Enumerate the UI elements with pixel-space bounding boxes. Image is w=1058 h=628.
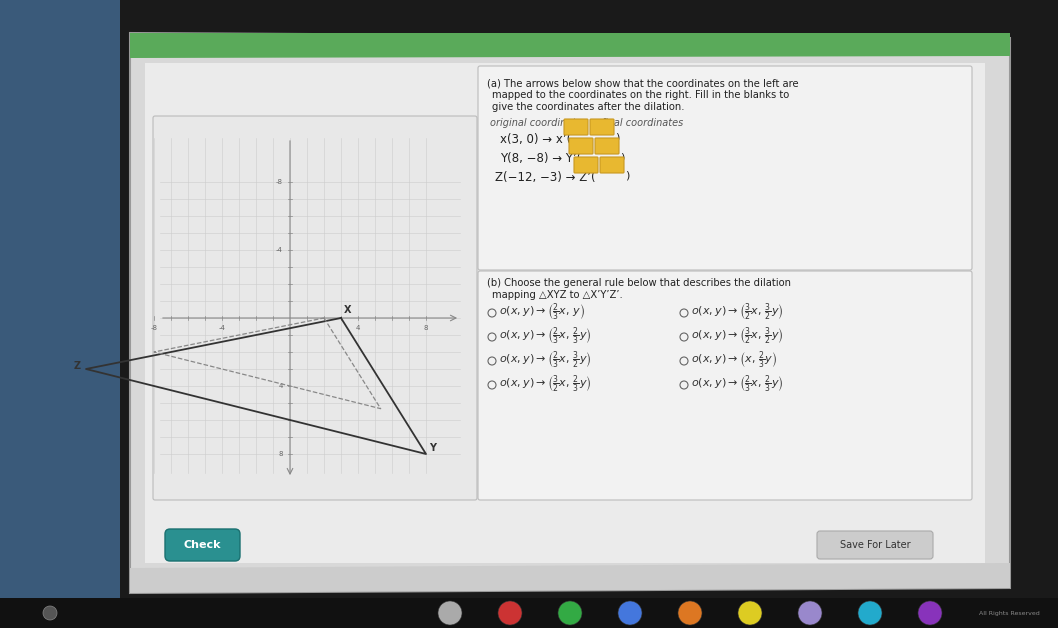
FancyBboxPatch shape <box>153 116 477 500</box>
Text: 8: 8 <box>278 451 282 457</box>
Text: ): ) <box>625 171 630 181</box>
Text: 4: 4 <box>355 325 360 331</box>
Text: 4: 4 <box>278 383 282 389</box>
Text: Check: Check <box>183 540 221 550</box>
Text: ): ) <box>615 133 619 143</box>
Circle shape <box>43 606 57 620</box>
Text: $o(x,y) \to \left(\frac{2}{3}x,\, \frac{2}{3}y\right)$: $o(x,y) \to \left(\frac{2}{3}x,\, \frac{… <box>499 325 591 347</box>
Text: Save For Later: Save For Later <box>840 540 910 550</box>
Text: $o(x,y) \to \left(\frac{2}{3}x,\, \frac{2}{3}y\right)$: $o(x,y) \to \left(\frac{2}{3}x,\, \frac{… <box>691 374 784 394</box>
Text: give the coordinates after the dilation.: give the coordinates after the dilation. <box>492 102 685 112</box>
Text: X: X <box>344 305 351 315</box>
Text: Z: Z <box>74 361 81 371</box>
Polygon shape <box>130 33 1010 593</box>
FancyBboxPatch shape <box>569 138 592 154</box>
Circle shape <box>918 601 942 625</box>
Text: (a) The arrows below show that the coordinates on the left are: (a) The arrows below show that the coord… <box>487 78 799 88</box>
FancyBboxPatch shape <box>165 529 240 561</box>
Polygon shape <box>130 33 1010 58</box>
Text: $o(x,y) \to \left(\frac{2}{3}x,\, y\right)$: $o(x,y) \to \left(\frac{2}{3}x,\, y\righ… <box>499 301 585 323</box>
FancyBboxPatch shape <box>590 119 614 135</box>
Text: All Rights Reserved: All Rights Reserved <box>980 610 1040 615</box>
Text: -4: -4 <box>219 325 225 331</box>
FancyBboxPatch shape <box>478 271 972 500</box>
FancyBboxPatch shape <box>817 531 933 559</box>
Circle shape <box>558 601 582 625</box>
FancyBboxPatch shape <box>595 138 619 154</box>
Circle shape <box>858 601 882 625</box>
Text: Z(−12, −3) → Z’(: Z(−12, −3) → Z’( <box>495 171 596 184</box>
Text: $o(x,y) \to \left(\frac{3}{2}x,\, \frac{2}{3}y\right)$: $o(x,y) \to \left(\frac{3}{2}x,\, \frac{… <box>499 374 591 394</box>
Text: ): ) <box>620 152 624 162</box>
FancyBboxPatch shape <box>574 157 598 173</box>
Text: -4: -4 <box>276 247 282 253</box>
Text: -8: -8 <box>276 179 282 185</box>
Text: original coordinates → final coordinates: original coordinates → final coordinates <box>490 118 683 128</box>
Circle shape <box>798 601 822 625</box>
Text: mapped to the coordinates on the right. Fill in the blanks to: mapped to the coordinates on the right. … <box>492 90 789 100</box>
FancyBboxPatch shape <box>600 157 624 173</box>
Text: $o(x,y) \to \left(x,\, \frac{2}{3}y\right)$: $o(x,y) \to \left(x,\, \frac{2}{3}y\righ… <box>691 349 778 371</box>
Text: 8: 8 <box>424 325 428 331</box>
Text: Y(8, −8) → Y’(: Y(8, −8) → Y’( <box>500 152 582 165</box>
Text: $o(x,y) \to \left(\frac{2}{3}x,\, \frac{3}{2}y\right)$: $o(x,y) \to \left(\frac{2}{3}x,\, \frac{… <box>499 349 591 371</box>
Text: $o(x,y) \to \left(\frac{3}{2}x,\, \frac{3}{2}y\right)$: $o(x,y) \to \left(\frac{3}{2}x,\, \frac{… <box>691 301 784 323</box>
Polygon shape <box>0 0 120 628</box>
Circle shape <box>618 601 642 625</box>
Circle shape <box>678 601 703 625</box>
Circle shape <box>498 601 522 625</box>
Circle shape <box>738 601 762 625</box>
Text: x(3, 0) → x’(: x(3, 0) → x’( <box>500 133 571 146</box>
Text: mapping △XYZ to △X’Y’Z’.: mapping △XYZ to △X’Y’Z’. <box>492 290 623 300</box>
FancyBboxPatch shape <box>478 66 972 270</box>
FancyBboxPatch shape <box>564 119 588 135</box>
Text: $o(x,y) \to \left(\frac{3}{2}x,\, \frac{3}{2}y\right)$: $o(x,y) \to \left(\frac{3}{2}x,\, \frac{… <box>691 325 784 347</box>
Text: (b) Choose the general rule below that describes the dilation: (b) Choose the general rule below that d… <box>487 278 791 288</box>
Text: -8: -8 <box>150 325 158 331</box>
FancyBboxPatch shape <box>145 63 985 563</box>
Polygon shape <box>130 563 1010 593</box>
Text: Y: Y <box>428 443 436 453</box>
Circle shape <box>438 601 462 625</box>
Bar <box>0 598 1058 628</box>
